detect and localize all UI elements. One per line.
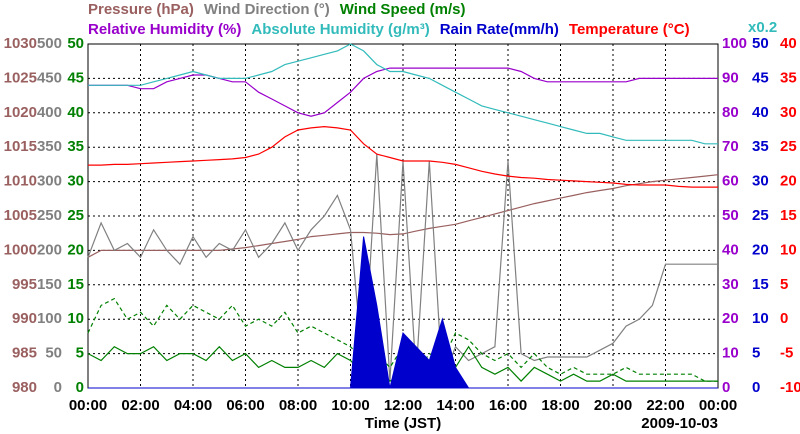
y-tick-label: 10 (722, 345, 739, 362)
x-axis-label: Time (JST) (365, 415, 441, 432)
legend-entry: Temperature (°C) (569, 21, 690, 38)
y-tick-label: 10 (780, 241, 797, 258)
y-tick-label: -10 (780, 379, 800, 396)
y-tick-label: 500 (37, 35, 62, 52)
y-tick-label: 0 (780, 310, 788, 327)
x-tick-label: 10:00 (331, 397, 369, 414)
y-tick-label: 5 (752, 345, 760, 362)
legend-entry: Wind Direction (°) (204, 1, 330, 18)
x-tick-label: 04:00 (174, 397, 212, 414)
y-tick-label: 10 (67, 310, 84, 327)
y-tick-label: 15 (67, 276, 84, 293)
y-tick-label: 40 (752, 104, 769, 121)
y-tick-label: 100 (37, 310, 62, 327)
y-tick-label: 1020 (4, 104, 37, 121)
y-tick-label: 40 (722, 241, 739, 258)
y-tick-label: 35 (752, 138, 769, 155)
y-tick-label: 15 (780, 207, 797, 224)
series-line (87, 174, 719, 258)
x-tick-label: 20:00 (594, 397, 632, 414)
rain-area (88, 236, 718, 389)
y-tick-label: 25 (780, 138, 797, 155)
y-tick-label: 1015 (4, 138, 37, 155)
x-tick-label: 12:00 (384, 397, 422, 414)
y-tick-label: 45 (67, 69, 84, 86)
y-tick-label: 450 (37, 69, 62, 86)
y-tick-label: 0 (76, 379, 84, 396)
y-tick-label: 1005 (4, 207, 37, 224)
y-tick-label: 30 (67, 173, 84, 190)
y-tick-label: 15 (752, 276, 769, 293)
y-tick-label: 40 (67, 104, 84, 121)
y-tick-label: 980 (12, 379, 37, 396)
y-tick-label: 90 (722, 69, 739, 86)
y-tick-label: 50 (67, 35, 84, 52)
y-tick-label: -5 (780, 345, 793, 362)
x-tick-label: 06:00 (226, 397, 264, 414)
y-tick-label: 70 (722, 138, 739, 155)
x-tick-label: 22:00 (646, 397, 684, 414)
y-tick-label: 60 (722, 173, 739, 190)
y-tick-label: 30 (780, 104, 797, 121)
y-tick-label: 50 (752, 35, 769, 52)
y-tick-label: 20 (722, 310, 739, 327)
y-tick-label: 0 (54, 379, 62, 396)
y-tick-label: 5 (76, 345, 84, 362)
y-tick-label: 1010 (4, 173, 37, 190)
x-tick-label: 02:00 (121, 397, 159, 414)
y-tick-label: 35 (67, 138, 84, 155)
y-tick-label: 20 (67, 241, 84, 258)
legend-entry: Relative Humidity (%) (88, 21, 241, 38)
x-tick-label: 14:00 (436, 397, 474, 414)
y-tick-label: 300 (37, 173, 62, 190)
y-tick-label: 35 (780, 69, 797, 86)
y-tick-label: 25 (67, 207, 84, 224)
date-label: 2009-10-03 (641, 415, 718, 432)
x-tick-label: 16:00 (489, 397, 527, 414)
y-tick-label: 25 (752, 207, 769, 224)
y-tick-label: 995 (12, 276, 37, 293)
y-tick-label: 20 (752, 241, 769, 258)
x-tick-label: 08:00 (279, 397, 317, 414)
y-tick-label: 45 (752, 69, 769, 86)
axis-scale-label: x0.2 (748, 19, 777, 36)
y-tick-label: 150 (37, 276, 62, 293)
y-tick-label: 1025 (4, 69, 37, 86)
y-tick-label: 985 (12, 345, 37, 362)
legend-entry: Absolute Humidity (g/m³) (251, 21, 429, 38)
legend-entry: Pressure (hPa) (88, 1, 194, 18)
y-tick-label: 0 (752, 379, 760, 396)
y-tick-label: 1000 (4, 241, 37, 258)
y-tick-label: 1030 (4, 35, 37, 52)
y-tick-label: 20 (780, 173, 797, 190)
legend-entry: Wind Speed (m/s) (340, 1, 466, 18)
y-tick-label: 100 (722, 35, 747, 52)
series-line (88, 125, 718, 188)
y-tick-label: 30 (752, 173, 769, 190)
y-tick-label: 80 (722, 104, 739, 121)
y-tick-label: 40 (780, 35, 797, 52)
x-tick-label: 18:00 (541, 397, 579, 414)
y-tick-label: 50 (722, 207, 739, 224)
x-tick-label: 00:00 (69, 397, 107, 414)
y-tick-label: 990 (12, 310, 37, 327)
x-tick-label: 00:00 (699, 397, 737, 414)
y-tick-label: 400 (37, 104, 62, 121)
series-line (88, 67, 718, 117)
y-tick-label: 250 (37, 207, 62, 224)
y-tick-label: 350 (37, 138, 62, 155)
y-tick-label: 200 (37, 241, 62, 258)
y-tick-label: 10 (752, 310, 769, 327)
y-tick-label: 50 (45, 345, 62, 362)
y-tick-label: 5 (780, 276, 788, 293)
series-line (88, 43, 718, 145)
y-tick-label: 0 (722, 379, 730, 396)
legend-entry: Rain Rate(mm/h) (440, 21, 559, 38)
y-tick-label: 30 (722, 276, 739, 293)
